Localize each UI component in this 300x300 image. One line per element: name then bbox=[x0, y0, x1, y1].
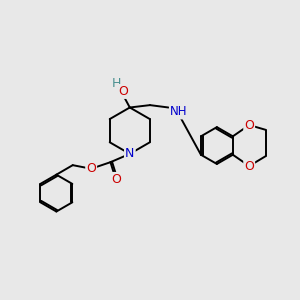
Text: O: O bbox=[86, 162, 96, 175]
Text: O: O bbox=[118, 85, 128, 98]
Text: N: N bbox=[125, 147, 134, 161]
Text: H: H bbox=[111, 77, 121, 90]
Text: O: O bbox=[244, 160, 254, 172]
Text: O: O bbox=[244, 118, 254, 131]
Text: N: N bbox=[125, 147, 134, 161]
Text: NH: NH bbox=[170, 106, 188, 118]
Text: O: O bbox=[111, 173, 121, 186]
